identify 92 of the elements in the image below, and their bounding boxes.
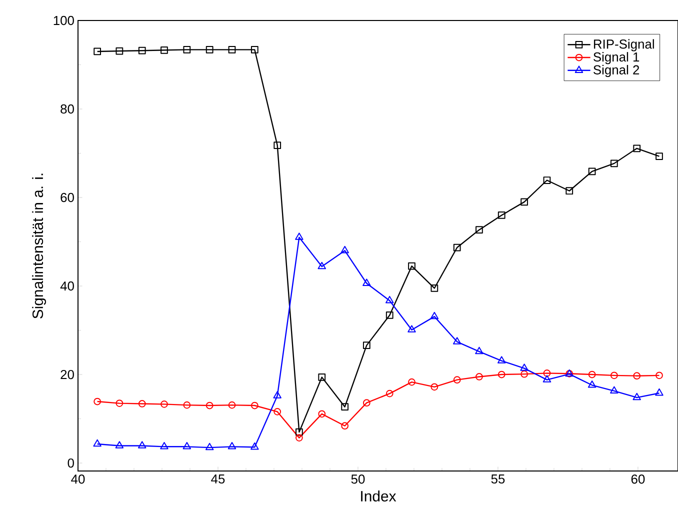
x-tick-label: 45 [211, 474, 225, 484]
legend-label: Signal 2 [594, 64, 640, 78]
point [385, 296, 394, 304]
point [295, 232, 304, 240]
point [318, 410, 326, 418]
point [274, 142, 282, 149]
point [250, 402, 258, 410]
point [566, 187, 574, 195]
point [498, 212, 506, 219]
point [453, 244, 461, 252]
point [588, 168, 596, 176]
point [340, 246, 349, 254]
point [633, 144, 641, 152]
point [182, 442, 192, 450]
point [408, 262, 416, 270]
point [183, 46, 191, 54]
x-tick-label: 40 [71, 474, 85, 484]
point [183, 401, 191, 409]
x-axis-title: Index [361, 490, 396, 502]
point [341, 422, 349, 430]
point [206, 402, 214, 410]
point [93, 439, 102, 447]
point [362, 399, 370, 407]
point [228, 46, 236, 54]
point [656, 152, 663, 160]
point [94, 48, 102, 56]
point [520, 370, 528, 378]
point [160, 46, 168, 54]
point [543, 176, 551, 184]
y-axis-title: Signalintensität in a. i. [32, 174, 46, 318]
point [452, 337, 462, 344]
point [498, 370, 506, 378]
point [430, 383, 438, 391]
point [138, 400, 146, 408]
point [610, 386, 618, 394]
point [633, 372, 641, 380]
point [408, 378, 416, 386]
point [430, 284, 438, 292]
y-tick-label: 20 [60, 370, 74, 380]
point [610, 372, 618, 380]
x-tick-label: 60 [631, 474, 645, 484]
x-tick-label: 50 [351, 474, 365, 484]
point [206, 46, 214, 54]
point [296, 428, 303, 436]
legend-label: RIP-Signal [594, 39, 654, 52]
point [273, 391, 282, 398]
point [476, 226, 483, 234]
point [430, 312, 439, 320]
point [296, 434, 303, 442]
point [116, 400, 124, 407]
point [497, 356, 506, 364]
point [655, 388, 664, 396]
point [160, 400, 168, 408]
point [115, 441, 124, 448]
y-tick-label: 40 [60, 281, 74, 291]
point [250, 442, 259, 450]
point [632, 392, 641, 400]
point [160, 442, 168, 450]
point [138, 46, 146, 54]
y-tick-label: 0 [68, 458, 74, 468]
y-tick-label: 80 [60, 104, 74, 114]
point [408, 325, 416, 332]
point [610, 160, 618, 168]
point [228, 442, 236, 450]
point [228, 401, 236, 409]
point [475, 346, 484, 354]
point [138, 441, 146, 448]
point [542, 375, 552, 382]
legend-label: Signal 1 [594, 52, 640, 64]
point [386, 312, 394, 319]
point [520, 364, 528, 371]
point [362, 342, 370, 350]
point [588, 380, 596, 388]
point [341, 403, 349, 411]
y-tick-label: 60 [60, 192, 74, 202]
point [520, 198, 528, 206]
point [205, 442, 214, 450]
y-tick-label: 100 [54, 16, 74, 26]
point [318, 373, 326, 381]
point [453, 376, 461, 384]
point [476, 373, 483, 380]
point [588, 370, 596, 378]
point [656, 372, 663, 380]
point [362, 278, 371, 286]
point [318, 262, 326, 270]
point [94, 398, 102, 406]
point [116, 47, 124, 55]
point [274, 408, 282, 416]
point [386, 390, 394, 398]
point [543, 370, 551, 377]
point [250, 46, 258, 54]
x-tick-label: 55 [491, 474, 505, 484]
